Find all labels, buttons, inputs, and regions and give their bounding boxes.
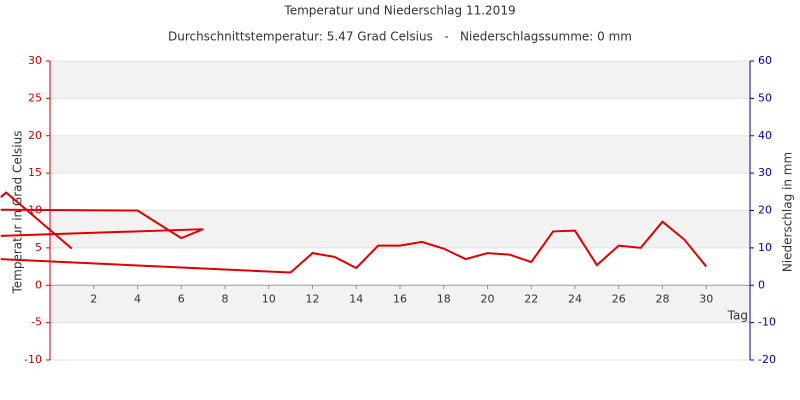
y-axis-label: Temperatur in Grad Celsius [11, 130, 25, 294]
x-tick-label: 4 [134, 292, 141, 305]
grid-band [50, 135, 750, 174]
x-tick-label: 20 [481, 292, 495, 305]
y-tick-label: -5 [31, 316, 42, 329]
y-tick-label: 30 [28, 54, 42, 67]
x-tick-label: 26 [612, 292, 626, 305]
y-tick-label: 5 [35, 241, 42, 254]
y-tick-label: 25 [28, 91, 42, 104]
y-tick-label: -10 [24, 353, 42, 366]
x-tick-label: 6 [178, 292, 185, 305]
y-tick-label: 20 [28, 129, 42, 142]
x-tick-label: 8 [222, 292, 229, 305]
y2-axis-label: Niederschlag in mm [781, 152, 795, 272]
x-tick-label: 24 [568, 292, 582, 305]
x-tick-label: 14 [349, 292, 363, 305]
x-axis-label: Tag [727, 309, 748, 323]
x-tick-label: 2 [90, 292, 97, 305]
y2-tick-label: 20 [758, 204, 772, 217]
x-tick-label: 12 [306, 292, 320, 305]
chart-subtitle: Durchschnittstemperatur: 5.47 Grad Celsi… [168, 30, 632, 44]
temperature-line [0, 191, 708, 274]
y2-tick-label: 0 [758, 278, 765, 291]
x-tick-label: 22 [524, 292, 538, 305]
bands [50, 61, 750, 323]
grid-band [50, 285, 750, 323]
y2-tick-label: 30 [758, 166, 772, 179]
y2-tick-label: 60 [758, 54, 772, 67]
y-tick-label: 15 [28, 166, 42, 179]
x-tick-label: 30 [699, 292, 713, 305]
x-tick-label: 28 [656, 292, 670, 305]
y2-tick-label: 50 [758, 91, 772, 104]
y2-tick-label: -10 [758, 316, 776, 329]
y-tick-label: 0 [35, 278, 42, 291]
x-tick-label: 18 [437, 292, 451, 305]
y2-tick-label: 40 [758, 129, 772, 142]
y2-tick-label: -20 [758, 353, 776, 366]
grid-band [50, 61, 750, 99]
y2-tick-label: 10 [758, 241, 772, 254]
x-tick-label: 10 [262, 292, 276, 305]
chart-title: Temperatur und Niederschlag 11.2019 [283, 4, 515, 18]
x-tick-label: 16 [393, 292, 407, 305]
